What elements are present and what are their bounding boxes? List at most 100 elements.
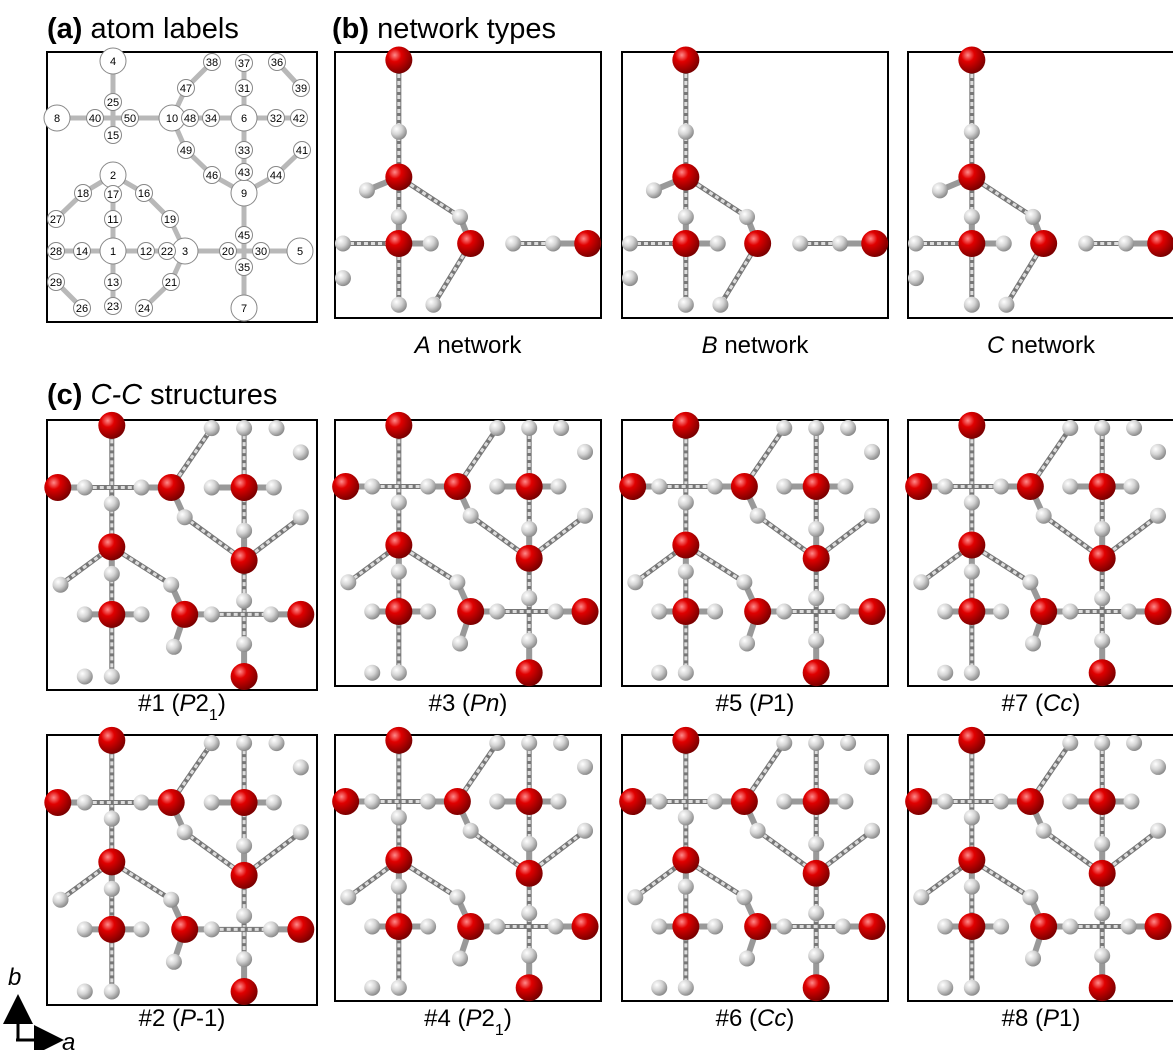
hydrogen-bond-dash <box>110 860 173 901</box>
atom-label: 3 <box>182 246 188 258</box>
oxygen-atom <box>958 163 986 191</box>
structure-caption: #1 (P21) <box>138 690 226 724</box>
hydrogen-atom <box>334 235 351 252</box>
hydrogen-atom <box>462 822 479 839</box>
panel-title: network types <box>377 13 556 45</box>
atom-circle <box>104 126 122 144</box>
oxygen-atom <box>385 913 413 941</box>
hydrogen-bond-dash <box>183 515 245 562</box>
hydrogen-atom <box>452 950 469 967</box>
atom-circle <box>161 210 179 228</box>
oxygen-atom <box>958 726 986 754</box>
oxygen-atom <box>905 473 933 500</box>
hydrogen-bond-dash <box>169 742 213 804</box>
hydrogen-atom <box>1062 419 1079 436</box>
atom-circle <box>47 210 65 228</box>
hydrogen-atom <box>808 590 825 607</box>
oxygen-atom <box>958 598 986 626</box>
hydrogen-atom <box>1062 793 1079 810</box>
text-part: 1 <box>495 1022 504 1039</box>
hydrogen-atom <box>776 419 793 436</box>
hydrogen-atom <box>422 235 439 252</box>
atom-label: 16 <box>138 188 150 200</box>
atom-label: 1 <box>110 246 116 258</box>
hydrogen-atom <box>993 603 1010 620</box>
network-caption: A network <box>413 332 523 359</box>
hydrogen-atom <box>521 419 538 436</box>
text-part: #3 ( <box>429 690 470 717</box>
oxygen-atom <box>1088 974 1116 1002</box>
hydrogen-atom <box>292 824 309 841</box>
oxygen-atom <box>672 913 700 941</box>
hydrogen-atom <box>76 794 93 811</box>
atom-label: 29 <box>50 277 62 289</box>
atom-circle <box>181 109 199 127</box>
panel-frame <box>621 734 889 1002</box>
hydrogen-atom <box>1062 734 1079 751</box>
atom-label: 18 <box>77 188 89 200</box>
atom-label: 47 <box>180 83 192 95</box>
text-part: #6 ( <box>716 1005 757 1032</box>
hydrogen-atom <box>963 494 980 511</box>
hydrogen-atom <box>1062 478 1079 495</box>
hydrogen-atom <box>521 836 538 853</box>
atom-label: 20 <box>222 246 234 258</box>
hydrogen-atom <box>651 478 668 495</box>
hydrogen-atom <box>832 235 849 252</box>
hydrogen-atom <box>390 494 407 511</box>
atom-label: 45 <box>238 230 250 242</box>
hydrogen-atom <box>420 793 437 810</box>
hydrogen-atom <box>963 979 980 996</box>
oxygen-atom <box>861 230 889 258</box>
hydrogen-atom <box>998 296 1015 313</box>
hydrogen-atom <box>449 574 466 591</box>
oxygen-atom <box>1088 788 1116 815</box>
atom-label: 24 <box>138 303 150 315</box>
atom-circle <box>135 299 153 317</box>
hydrogen-atom <box>521 734 538 751</box>
hydrogen-atom <box>364 793 381 810</box>
atom-circle <box>230 294 258 322</box>
oxygen-atom <box>672 846 700 874</box>
atom-label: 10 <box>166 113 178 125</box>
atom-label: 32 <box>270 113 282 125</box>
hydrogen-atom <box>864 822 881 839</box>
oxygen-atom <box>385 598 413 626</box>
hydrogen-atom <box>420 478 437 495</box>
oxygen-atom <box>515 974 543 1002</box>
hydrogen-atom <box>776 918 793 935</box>
network-caption: B network <box>702 332 810 359</box>
hydrogen-atom <box>736 574 753 591</box>
atom-circle <box>86 109 104 127</box>
hydrogen-atom <box>792 235 809 252</box>
hydrogen-atom <box>364 478 381 495</box>
text-part: Pn <box>470 690 499 717</box>
text-part: 1 <box>1059 1005 1072 1032</box>
atom-circle <box>268 53 286 71</box>
text-part: ) <box>786 1005 794 1032</box>
hydrogen-atom <box>577 758 594 775</box>
atom-label: 49 <box>180 145 192 157</box>
hydrogen-atom <box>263 606 280 623</box>
hydrogen-atom <box>163 891 180 908</box>
structure-caption: #2 (P-1) <box>139 1005 226 1032</box>
oxygen-atom <box>443 788 471 815</box>
hydrogen-atom <box>1094 419 1111 436</box>
oxygen-atom <box>230 663 258 690</box>
oxygen-atom <box>230 789 258 816</box>
hydrogen-bond-dash <box>743 742 786 803</box>
hydrogen-atom <box>739 208 756 225</box>
text-part: #1 ( <box>138 690 179 717</box>
oxygen-atom <box>802 544 830 572</box>
hydrogen-atom <box>265 479 282 496</box>
hydrogen-atom <box>1118 235 1135 252</box>
hydrogen-atom <box>163 576 180 593</box>
atom-circle <box>286 237 314 265</box>
atom-label: 2 <box>110 170 116 182</box>
oxygen-atom <box>905 788 933 815</box>
oxygen-atom <box>672 230 700 258</box>
hydrogen-atom <box>1150 507 1167 524</box>
oxygen-atom <box>385 230 413 258</box>
oxygen-atom <box>1030 230 1058 258</box>
atom-circle <box>158 242 176 260</box>
